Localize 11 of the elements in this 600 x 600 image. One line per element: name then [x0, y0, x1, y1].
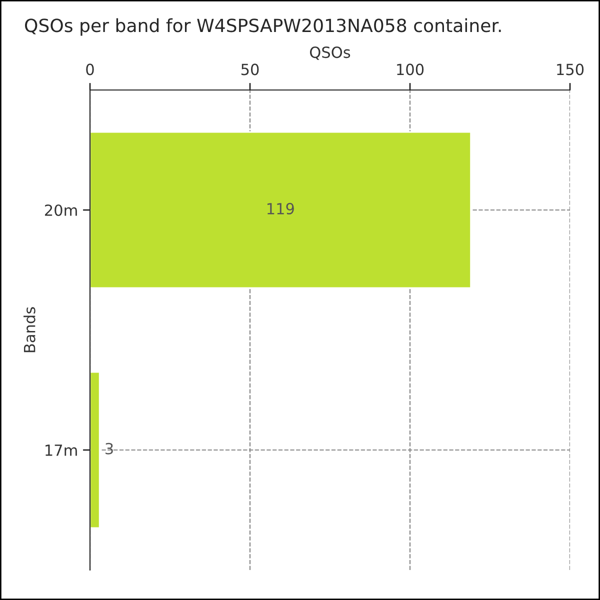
- x-axis-title: QSOs: [310, 46, 350, 60]
- x-tick-label: 100: [397, 64, 424, 76]
- data-label: 119: [267, 202, 294, 214]
- y-axis-title: Bands: [24, 307, 36, 352]
- x-tick-label: 0: [86, 64, 94, 76]
- x-tick-label: 150: [557, 64, 584, 76]
- y-tick-label: 17m: [46, 444, 77, 456]
- chart-title: QSOs per band for W4SPSAPW2013NA058 container.: [25, 18, 501, 36]
- y-tick-label: 20m: [44, 204, 77, 216]
- data-label: 3: [106, 442, 113, 454]
- x-tick-label: 50: [241, 64, 259, 76]
